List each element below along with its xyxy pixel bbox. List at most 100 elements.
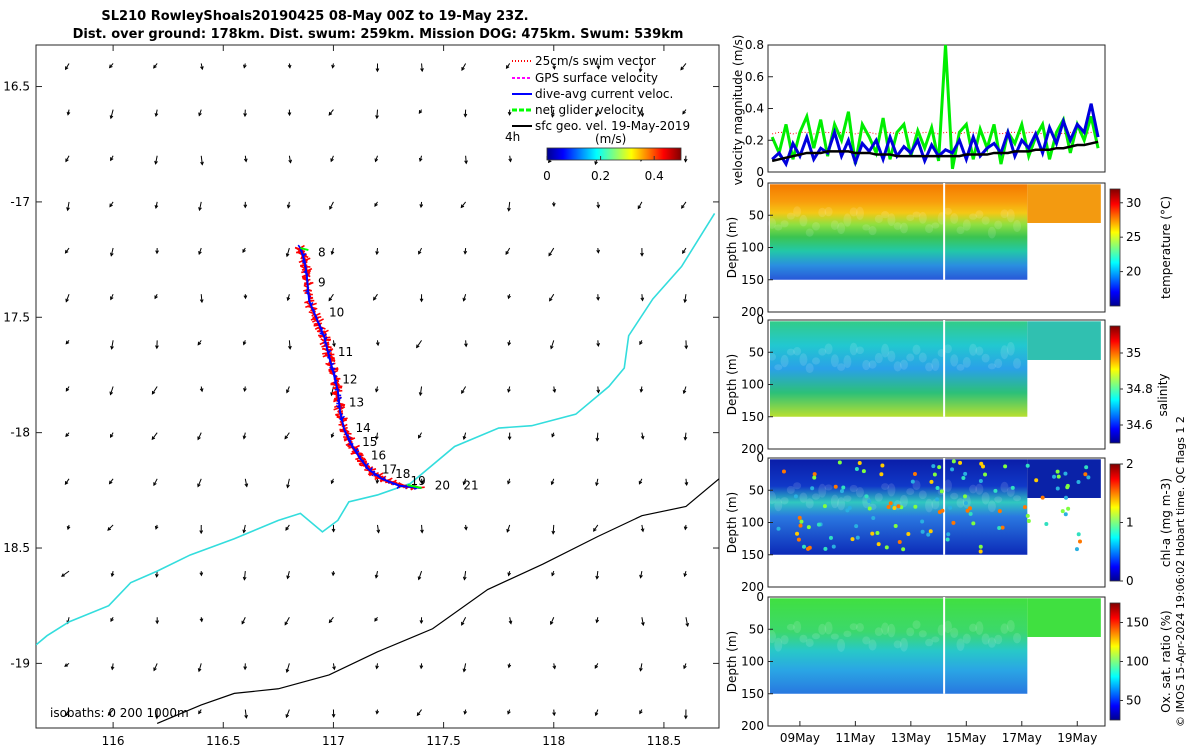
title-line-2: Dist. over ground: 178km. Dist. swum: 25…	[73, 27, 684, 42]
section-y-tick-label: 100	[741, 241, 764, 255]
section-wave	[812, 493, 820, 499]
section-colorbar-tick-label: 34.6	[1126, 418, 1153, 432]
section-wave	[837, 222, 845, 234]
day-label: 14	[355, 421, 370, 435]
day-label: 21	[463, 479, 478, 493]
section-colorbar	[1110, 189, 1120, 306]
time-x-tick-label: 13May	[891, 731, 931, 745]
chla-sample	[983, 472, 987, 476]
section-wave	[900, 360, 908, 370]
colorbar-tick-label: 0.4	[645, 169, 664, 183]
time-label: 4h	[505, 130, 520, 144]
section-wave	[806, 639, 814, 647]
section-wave	[806, 363, 814, 373]
chla-sample	[794, 494, 798, 498]
section-y-tick-label: 200	[741, 719, 764, 733]
section-wave	[1007, 620, 1015, 632]
section-wave	[994, 359, 1002, 368]
legend-label-sfc-geo: sfc geo. vel. 19-May-2019	[535, 119, 690, 133]
section-y-tick-label: 150	[741, 273, 764, 287]
chla-sample	[777, 527, 781, 531]
section-wave	[856, 207, 864, 220]
chla-sample	[1064, 496, 1068, 500]
chla-sample	[913, 505, 917, 509]
chla-sample	[946, 532, 950, 536]
section-wave	[994, 496, 1002, 502]
chla-sample	[1056, 486, 1060, 490]
chla-sample	[938, 510, 942, 514]
section-wave	[843, 495, 851, 501]
chla-sample	[856, 536, 860, 540]
section-wave	[919, 212, 927, 224]
chla-sample	[1076, 480, 1080, 484]
section-wave	[975, 484, 983, 495]
chla-sample	[979, 545, 983, 549]
section-y-tick-label: 100	[741, 655, 764, 669]
section-shallow-field	[1027, 598, 1101, 637]
credit-note: © IMOS 15-Apr-2024 19:06:02 Hobart time.…	[1174, 416, 1187, 727]
chla-sample	[810, 486, 814, 490]
section-colorbar-label: chl-a (mg m-3)	[1159, 478, 1173, 567]
section-wave	[843, 213, 851, 226]
section-colorbar-tick-label: 100	[1126, 655, 1149, 669]
chla-sample	[870, 532, 874, 536]
chla-sample	[926, 533, 930, 537]
chla-sample	[868, 506, 872, 510]
chla-sample	[862, 469, 866, 473]
legend-label-net: net glider velocity	[535, 103, 643, 117]
chla-sample	[1063, 472, 1067, 476]
chla-sample	[898, 540, 902, 544]
chla-sample	[889, 501, 893, 505]
day-label: 8	[318, 246, 326, 260]
section-wave	[812, 633, 820, 639]
section-y-tick-label: 150	[741, 548, 764, 562]
section-wave	[975, 621, 983, 635]
map-y-tick-label: 18.5	[3, 541, 30, 555]
map-y-tick-label: 16.5	[3, 80, 30, 94]
section-colorbar-tick-label: 25	[1126, 230, 1141, 244]
section-wave	[988, 227, 996, 239]
chla-sample	[998, 509, 1002, 513]
time-x-tick-label: 15May	[946, 731, 986, 745]
chla-sample	[935, 497, 939, 501]
section-colorbar-label: temperature (°C)	[1159, 196, 1173, 299]
chla-sample	[1052, 475, 1056, 479]
map-y-tick-label: 17.5	[3, 310, 30, 324]
section-wave	[906, 488, 914, 495]
time-x-tick-label: 11May	[835, 731, 875, 745]
section-y-label: Depth (m)	[725, 631, 739, 692]
section-y-tick-label: 0	[756, 451, 764, 465]
chla-sample	[1026, 464, 1030, 468]
section-wave	[869, 360, 877, 368]
day-label: 10	[329, 306, 344, 320]
map-x-tick-label: 117.5	[426, 734, 460, 748]
chla-sample	[933, 473, 937, 477]
section-wave	[1013, 495, 1021, 501]
chla-sample	[963, 472, 967, 476]
chla-sample	[832, 545, 836, 549]
chla-sample	[1083, 472, 1087, 476]
chla-sample	[880, 463, 884, 467]
section-wave	[875, 493, 883, 502]
chla-sample	[931, 464, 935, 468]
section-wave	[793, 482, 801, 489]
chla-sample	[887, 505, 891, 509]
section-colorbar-label: Ox. sat. ratio (%)	[1159, 610, 1173, 712]
section-wave	[994, 635, 1002, 644]
section-colorbar-tick-label: 150	[1126, 616, 1149, 630]
chla-sample	[1084, 465, 1088, 469]
section-shallow-field	[1027, 321, 1101, 360]
section-y-tick-label: 50	[749, 345, 764, 359]
section-y-tick-label: 150	[741, 687, 764, 701]
section-wave	[975, 210, 983, 218]
section-wave	[768, 631, 776, 644]
chla-sample	[1001, 526, 1005, 530]
section-wave	[831, 634, 839, 640]
chla-sample	[797, 538, 801, 542]
velocity-y-label: velocity magnitude (m/s)	[731, 35, 745, 186]
section-wave	[812, 222, 820, 231]
chla-sample	[838, 460, 842, 464]
day-label: 9	[318, 276, 326, 290]
